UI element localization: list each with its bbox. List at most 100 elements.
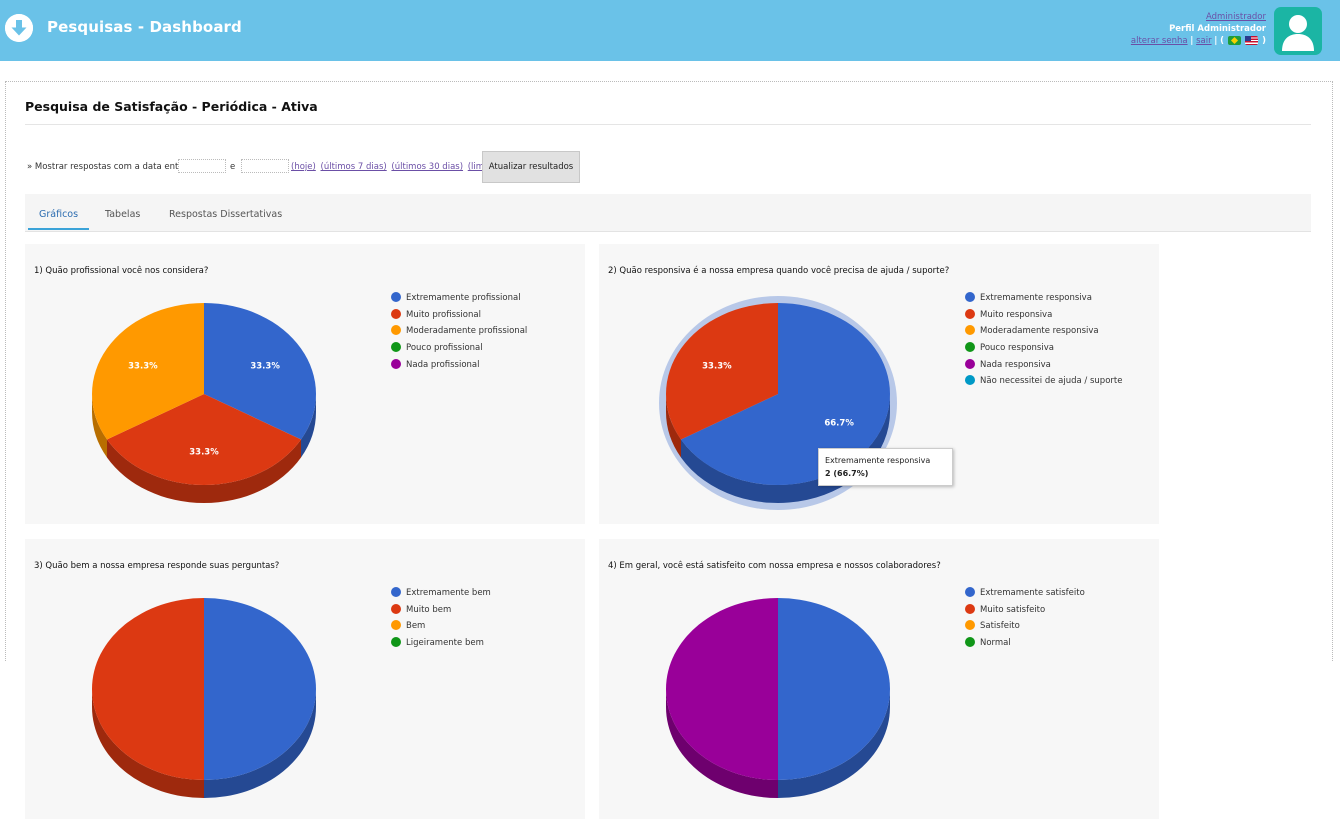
legend-item[interactable]: Muito satisfeito	[965, 603, 1085, 621]
slice-side	[92, 394, 108, 458]
legend-swatch	[965, 342, 975, 353]
chart-title: 4) Em geral, você está satisfeito com no…	[608, 561, 941, 571]
legend-item[interactable]: Pouco responsiva	[965, 342, 1122, 359]
chart-card-q4: 4) Em geral, você está satisfeito com no…	[599, 539, 1159, 819]
legend-swatch	[965, 308, 975, 319]
last-30-days-link[interactable]: (últimos 30 dias)	[391, 162, 464, 172]
legend-label: Extremamente satisfeito	[980, 588, 1085, 598]
legend-item[interactable]: Muito profissional	[391, 308, 527, 326]
legend-item[interactable]: Satisfeito	[965, 620, 1085, 637]
logout-link[interactable]: sair	[1196, 36, 1212, 46]
pie-chart[interactable]	[599, 539, 1159, 819]
data-label: 33.3%	[128, 361, 158, 371]
legend-item[interactable]: Bem	[391, 620, 491, 637]
brazil-flag-icon[interactable]	[1227, 36, 1241, 45]
pie-slice[interactable]	[681, 303, 890, 485]
chart-legend: Extremamente bem Muito bem Bem Ligeiramente…	[391, 587, 491, 654]
separator: |	[1190, 36, 1194, 46]
legend-swatch	[391, 308, 401, 319]
legend-swatch	[965, 375, 975, 386]
legend-swatch	[965, 292, 975, 302]
legend-label: Nada responsiva	[980, 359, 1051, 370]
update-results-button[interactable]: Atualizar resultados	[482, 151, 580, 183]
lang-close-paren: )	[1262, 36, 1266, 46]
chart-title: 2) Quão responsiva é a nossa empresa qua…	[608, 266, 950, 276]
legend-item[interactable]: Pouco profissional	[391, 342, 527, 359]
legend-item[interactable]: Extremamente profissional	[391, 292, 527, 309]
data-label: 33.3%	[702, 361, 732, 371]
today-link[interactable]: (hoje)	[291, 162, 316, 172]
start-date-input[interactable]	[178, 159, 226, 173]
slice-side	[666, 394, 682, 458]
pie-slice[interactable]	[204, 303, 316, 440]
legend-item[interactable]: Extremamente satisfeito	[965, 587, 1085, 604]
legend-item[interactable]: Ligeiramente bem	[391, 637, 491, 654]
legend-label: Muito bem	[406, 604, 452, 615]
active-tab-indicator	[28, 228, 89, 230]
tooltip-category: Extremamente responsiva	[825, 456, 931, 465]
user-links: alterar senha | sair | ( )	[1131, 35, 1266, 47]
legend-swatch	[965, 603, 975, 614]
user-info: Administrador Perfil Administrador alter…	[1131, 11, 1266, 47]
top-header: Pesquisas - Dashboard Administrador Perf…	[0, 0, 1340, 61]
legend-item[interactable]: Moderadamente profissional	[391, 325, 527, 342]
legend-swatch	[965, 637, 975, 648]
legend-label: Nada profissional	[406, 359, 480, 370]
legend-label: Pouco profissional	[406, 343, 483, 354]
data-label: 33.3%	[250, 361, 280, 371]
tab-tables[interactable]: Tabelas	[105, 209, 141, 220]
legend-swatch	[965, 325, 975, 336]
legend-item[interactable]: Extremamente bem	[391, 587, 491, 604]
user-name-link[interactable]: Administrador	[1205, 12, 1266, 22]
legend-swatch	[965, 620, 975, 631]
pie-slice[interactable]	[666, 303, 778, 440]
data-label: 66.7%	[824, 419, 854, 429]
chart-legend: Extremamente satisfeito Muito satisfeito S…	[965, 587, 1085, 654]
user-avatar-icon[interactable]	[1274, 7, 1322, 55]
legend-label: Normal	[980, 638, 1011, 649]
legend-swatch	[391, 358, 401, 369]
legend-item[interactable]: Moderadamente responsiva	[965, 325, 1122, 342]
change-password-link[interactable]: alterar senha	[1130, 36, 1188, 46]
chart-title: 3) Quão bem a nossa empresa responde sua…	[34, 561, 280, 571]
legend-label: Não necessitei de ajuda / suporte	[980, 376, 1123, 387]
legend-item[interactable]: Não necessitei de ajuda / suporte	[965, 375, 1122, 392]
legend-item[interactable]: Nada responsiva	[965, 358, 1122, 376]
tooltip-value: 2 (66.7%)	[825, 469, 869, 478]
slice-side	[107, 439, 301, 503]
filter-and-label: e	[230, 162, 236, 172]
pie-chart[interactable]	[25, 539, 585, 819]
tab-essay-answers[interactable]: Respostas Dissertativas	[169, 209, 283, 220]
usa-flag-icon[interactable]	[1245, 36, 1259, 45]
legend-item[interactable]: Extremamente responsiva	[965, 292, 1122, 309]
pie-chart[interactable]: 66.7% 33.3%	[599, 244, 1159, 524]
download-circle-icon[interactable]	[5, 14, 33, 42]
legend-swatch	[965, 587, 975, 597]
legend-item[interactable]: Muito bem	[391, 603, 491, 621]
chart-legend: Extremamente responsiva Muito responsiva M…	[965, 292, 1122, 392]
legend-label: Moderadamente profissional	[406, 326, 528, 337]
app-title: Pesquisas - Dashboard	[47, 18, 242, 36]
legend-swatch	[391, 292, 401, 302]
legend-swatch	[965, 358, 975, 369]
chart-legend: Extremamente profissional Muito profissio…	[391, 292, 527, 375]
filter-label: » Mostrar respostas com a data entre	[27, 162, 187, 172]
chart-card-q3: 3) Quão bem a nossa empresa responde sua…	[25, 539, 585, 819]
legend-item[interactable]: Nada profissional	[391, 358, 527, 376]
pie-slice[interactable]	[92, 303, 204, 440]
legend-swatch	[391, 637, 401, 648]
divider	[25, 124, 1311, 125]
legend-label: Muito responsiva	[980, 309, 1053, 320]
pie-chart[interactable]: 33.3% 33.3% 33.3%	[25, 244, 585, 524]
last-7-days-link[interactable]: (últimos 7 dias)	[320, 162, 387, 172]
separator: |	[1214, 36, 1218, 46]
end-date-input[interactable]	[241, 159, 289, 173]
legend-label: Muito satisfeito	[980, 604, 1046, 615]
chart-tooltip: Extremamente responsiva 2 (66.7%)	[818, 448, 953, 486]
legend-label: Extremamente responsiva	[980, 293, 1092, 303]
chart-card-q1: 1) Quão profissional você nos considera?…	[25, 244, 585, 524]
user-profile-label: Perfil Administrador	[1169, 24, 1266, 34]
legend-item[interactable]: Normal	[965, 637, 1085, 654]
legend-item[interactable]: Muito responsiva	[965, 308, 1122, 326]
tab-charts[interactable]: Gráficos	[39, 209, 79, 220]
